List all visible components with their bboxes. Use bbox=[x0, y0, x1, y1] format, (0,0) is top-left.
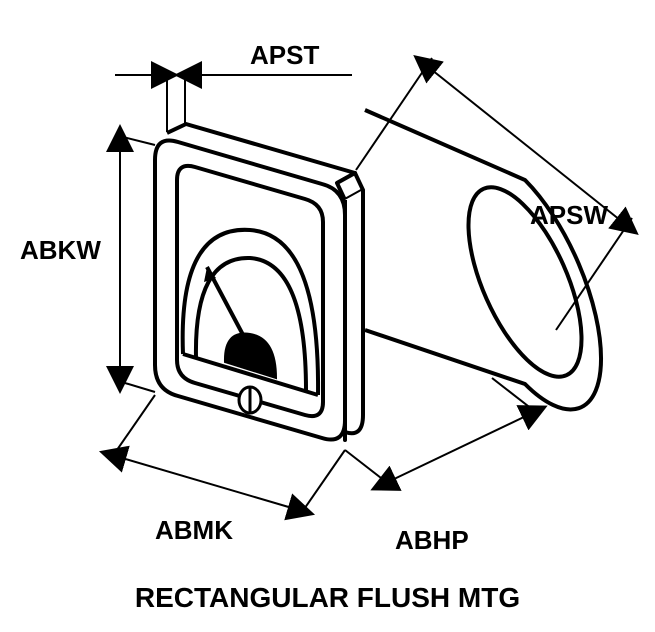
adjust-screw bbox=[239, 387, 261, 413]
technical-diagram: ABKW APST APSW ABMK ABHP RECTANGULAR FLU… bbox=[0, 0, 655, 632]
meter-drawing bbox=[0, 0, 655, 632]
label-abkw: ABKW bbox=[20, 235, 101, 266]
diagram-title: RECTANGULAR FLUSH MTG bbox=[0, 582, 655, 614]
label-apsw: APSW bbox=[530, 200, 608, 231]
label-apst: APST bbox=[250, 40, 319, 71]
label-abmk: ABMK bbox=[155, 515, 233, 546]
gauge-window bbox=[177, 166, 323, 416]
label-abhp: ABHP bbox=[395, 525, 469, 556]
meter-body bbox=[365, 110, 605, 409]
